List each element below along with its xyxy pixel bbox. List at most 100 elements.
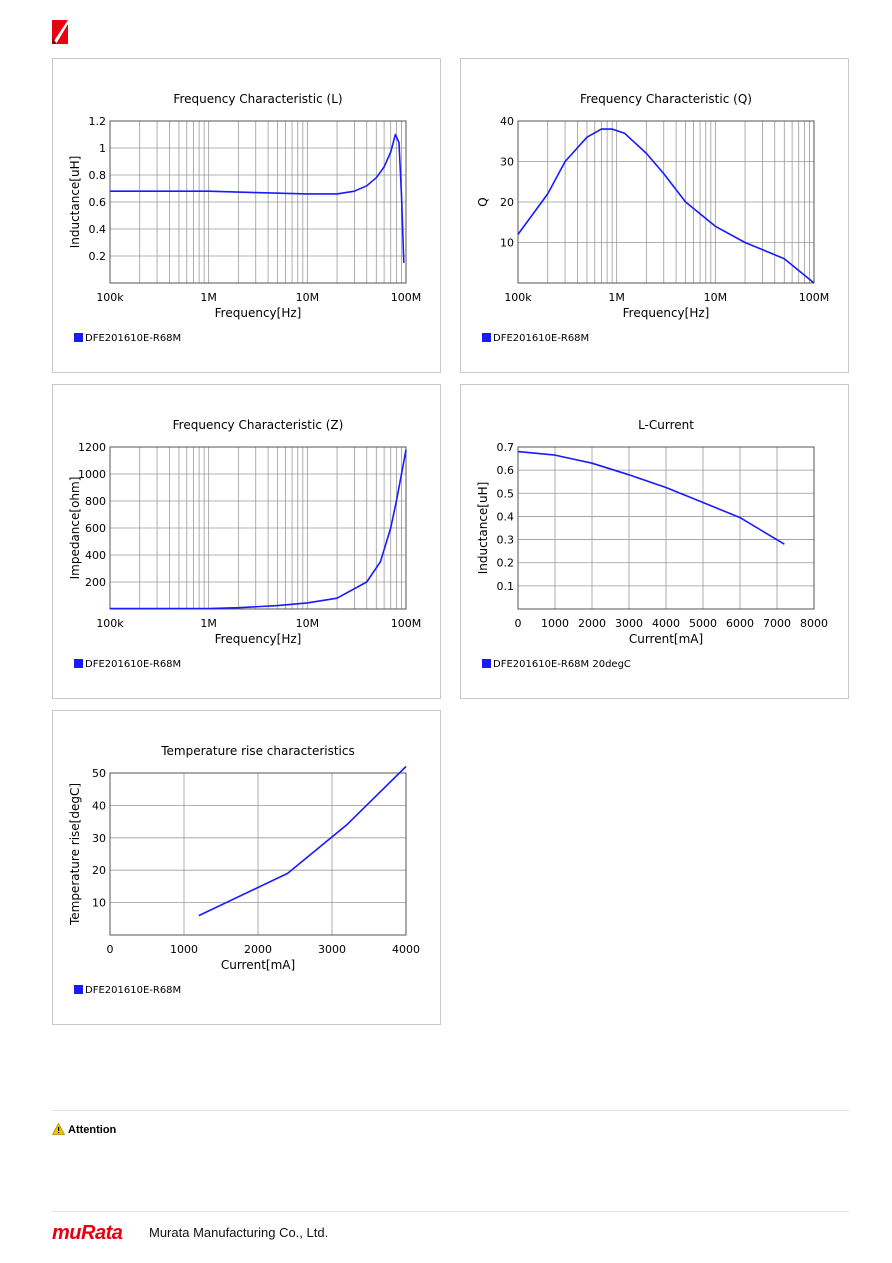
legend-swatch — [74, 985, 83, 994]
x-axis-label: Frequency[Hz] — [215, 632, 302, 646]
y-tick-label: 0.7 — [497, 441, 515, 454]
y-tick-label: 1.2 — [89, 115, 107, 128]
chart-panel-freq-q: Frequency Characteristic (Q) 100k 1M 10M 100… — [460, 58, 849, 373]
plot-frame — [109, 446, 407, 610]
legend-swatch — [74, 659, 83, 668]
x-tick-label: 100k — [96, 617, 124, 630]
chart-panel-temp-rise: Temperature rise characteristics 0 1000 200… — [52, 710, 441, 1025]
legend: DFE201610E-R68M — [74, 333, 181, 344]
chart-panel-freq-z: Frequency Characteristic (Z) 100k 1M 10M 100… — [52, 384, 441, 699]
x-tick-label: 0 — [515, 617, 522, 630]
chart-title: L-Current — [638, 418, 694, 432]
y-tick-label: 0.2 — [497, 557, 515, 570]
x-tick-label: 10M — [704, 291, 728, 304]
x-tick-label: 0 — [107, 943, 114, 956]
x-tick-label: 4000 — [392, 943, 420, 956]
y-tick-label: 200 — [85, 576, 106, 589]
y-axis-label: Inductance[uH] — [68, 156, 82, 249]
y-axis-label: Impedance[ohm] — [68, 477, 82, 580]
y-tick-label: 50 — [92, 767, 106, 780]
x-axis-label: Frequency[Hz] — [623, 306, 710, 320]
y-tick-label: 30 — [92, 832, 106, 845]
x-tick-label: 100M — [391, 617, 422, 630]
y-axis-label: Temperature rise[degC] — [68, 783, 82, 926]
y-tick-label: 1 — [99, 142, 106, 155]
chart-title: Frequency Characteristic (Q) — [580, 92, 752, 106]
y-tick-label: 0.4 — [497, 510, 515, 523]
plot-frame — [517, 120, 815, 284]
legend-swatch — [482, 659, 491, 668]
y-tick-label: 400 — [85, 549, 106, 562]
x-tick-label: 4000 — [652, 617, 680, 630]
legend-label: DFE201610E-R68M — [493, 333, 590, 344]
series-line — [517, 128, 815, 284]
chart-title: Temperature rise characteristics — [160, 744, 354, 758]
y-tick-label: 10 — [500, 237, 514, 250]
legend: DFE201610E-R68M — [74, 985, 181, 996]
chart-temp-rise: Temperature rise characteristics 0 1000 200… — [68, 744, 420, 972]
legend-label: DFE201610E-R68M 20degC — [493, 659, 631, 670]
legend: DFE201610E-R68M 20degC — [482, 659, 631, 670]
x-tick-label: 5000 — [689, 617, 717, 630]
plot-frame — [109, 772, 407, 936]
legend-label: DFE201610E-R68M — [85, 333, 182, 344]
y-tick-label: 800 — [85, 495, 106, 508]
y-tick-label: 40 — [92, 799, 106, 812]
series-line — [198, 765, 407, 917]
legend: DFE201610E-R68M — [74, 659, 181, 670]
chart-title: Frequency Characteristic (Z) — [173, 418, 344, 432]
warning-icon — [52, 1123, 65, 1135]
y-tick-label: 30 — [500, 156, 514, 169]
plot-frame — [517, 446, 815, 610]
x-tick-label: 1M — [200, 617, 217, 630]
y-tick-label: 40 — [500, 115, 514, 128]
x-tick-label: 7000 — [763, 617, 791, 630]
y-axis-label: Inductance[uH] — [476, 482, 490, 575]
y-tick-label: 0.5 — [497, 487, 515, 500]
y-tick-label: 0.8 — [89, 169, 107, 182]
chart-l-current: L-Current 0 1000 2000 3000 4000 5000 6000 7000 80… — [476, 418, 828, 646]
divider — [52, 1211, 849, 1212]
chart-panel-freq-l: Frequency Characteristic (L) 100k 1M 10M 100… — [52, 58, 441, 373]
x-axis-label: Frequency[Hz] — [215, 306, 302, 320]
series-line — [517, 450, 785, 545]
x-tick-label: 1000 — [541, 617, 569, 630]
y-tick-label: 0.4 — [89, 223, 107, 236]
series-line — [109, 449, 407, 610]
y-tick-label: 20 — [92, 864, 106, 877]
y-tick-label: 0.1 — [497, 580, 515, 593]
x-tick-label: 100k — [504, 291, 532, 304]
attention-link[interactable]: Attention — [52, 1123, 116, 1136]
chart-freq-q: Frequency Characteristic (Q) 100k 1M 10M 100… — [476, 92, 830, 320]
x-tick-label: 3000 — [318, 943, 346, 956]
x-tick-label: 10M — [296, 617, 320, 630]
chart-title: Frequency Characteristic (L) — [173, 92, 342, 106]
y-tick-label: 0.6 — [89, 196, 107, 209]
y-axis-label: Q — [476, 197, 490, 206]
x-axis-label: Current[mA] — [629, 632, 703, 646]
x-tick-label: 1M — [608, 291, 625, 304]
x-tick-label: 100M — [799, 291, 830, 304]
legend-label: DFE201610E-R68M — [85, 659, 182, 670]
x-tick-label: 1M — [200, 291, 217, 304]
y-tick-label: 600 — [85, 522, 106, 535]
chart-freq-l: Frequency Characteristic (L) 100k 1M 10M 100… — [68, 92, 422, 320]
y-tick-label: 0.6 — [497, 464, 515, 477]
legend-swatch — [74, 333, 83, 342]
y-tick-label: 20 — [500, 196, 514, 209]
y-tick-label: 1200 — [78, 441, 106, 454]
x-tick-label: 10M — [296, 291, 320, 304]
x-tick-label: 3000 — [615, 617, 643, 630]
brand-corner-mark — [52, 20, 68, 44]
x-tick-label: 100M — [391, 291, 422, 304]
legend-swatch — [482, 333, 491, 342]
x-axis-label: Current[mA] — [221, 958, 295, 972]
x-tick-label: 2000 — [244, 943, 272, 956]
x-tick-label: 1000 — [170, 943, 198, 956]
plot-frame — [109, 120, 407, 284]
attention-label: Attention — [68, 1124, 117, 1136]
legend-label: DFE201610E-R68M — [85, 985, 182, 996]
x-tick-label: 8000 — [800, 617, 828, 630]
y-tick-label: 10 — [92, 897, 106, 910]
murata-logo: muRata — [52, 1222, 123, 1244]
